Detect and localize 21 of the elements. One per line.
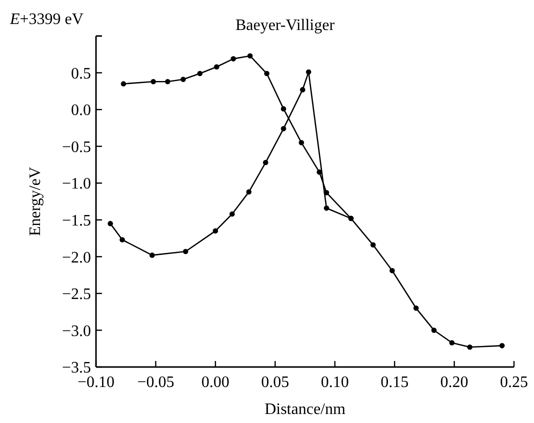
x-tick-label: −0.10 [77,374,115,391]
y-axis-title: Energy/eV [27,166,44,236]
x-tick-label: 0.10 [320,374,349,391]
y-tick-label: −2.5 [62,286,91,304]
text: E+3399 eV [9,11,84,28]
y-tick-label: −2.0 [62,249,91,266]
y-tick-label: −1.5 [62,212,91,230]
x-tick-label: 0.15 [380,374,409,391]
x-tick-label: 0.00 [201,374,230,391]
y-tick-label: −3.0 [62,322,91,340]
x-tick-label: −0.05 [137,374,174,391]
x-axis-title: Distance/nm [264,401,346,418]
chart-title: Baeyer-Villiger [235,17,336,34]
y-tick-label: −3.5 [62,360,91,377]
x-tick-label: 0.20 [440,374,468,391]
y-tick-label: 0.0 [71,102,91,120]
y-tick-label: −1.0 [62,176,91,193]
x-tick-label: 0.05 [261,374,290,391]
y-tick-label: −0.5 [62,138,91,156]
y-tick-label: 0.5 [71,65,91,82]
x-tick-label: 0.25 [500,374,528,391]
